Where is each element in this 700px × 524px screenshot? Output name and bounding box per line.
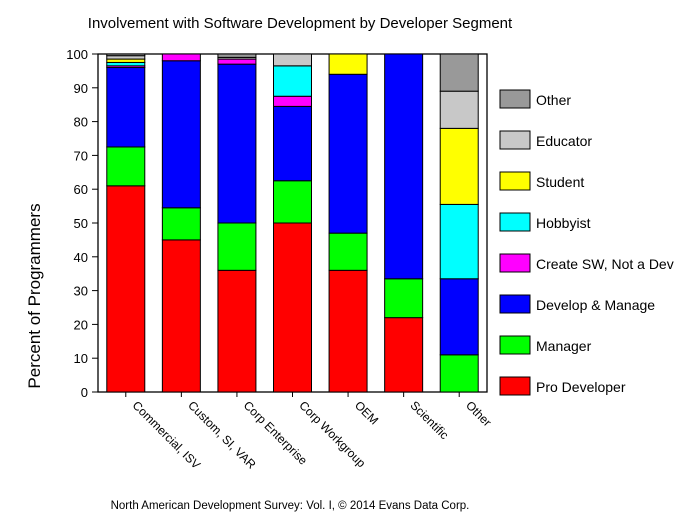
- bar-segment: [439, 90, 479, 129]
- bar-segment: [439, 53, 479, 92]
- legend-swatch: [499, 335, 531, 355]
- bar-segment: [439, 203, 479, 280]
- bar-segment: [328, 53, 368, 75]
- legend: Other Educator Student Hobbyist Create SW, N…: [499, 89, 674, 396]
- y-tick-label: 100: [66, 47, 88, 62]
- bar-segment: [439, 278, 479, 356]
- legend-swatch: [499, 253, 531, 273]
- x-tick-label: Other: [463, 398, 494, 429]
- bar-segment: [273, 65, 312, 97]
- legend-swatch: [499, 376, 531, 396]
- legend-label: Create SW, Not a Dev: [536, 256, 674, 272]
- y-tick-label: 0: [81, 385, 88, 400]
- bar-segment: [439, 354, 479, 393]
- chart-title: Involvement with Software Development by…: [88, 15, 513, 32]
- bar-segment: [161, 60, 201, 209]
- legend-label: Hobbyist: [536, 215, 591, 231]
- bar-segment: [273, 105, 312, 182]
- bar-segment: [273, 95, 312, 107]
- footnote: North American Development Survey: Vol. …: [111, 500, 470, 512]
- bar-segment: [106, 67, 146, 148]
- bar-segment: [106, 61, 146, 67]
- bar-segment: [439, 127, 479, 205]
- legend-swatch: [499, 294, 531, 314]
- y-tick-label: 80: [74, 115, 88, 130]
- y-tick-label: 40: [74, 250, 88, 265]
- y-tick-label: 90: [74, 81, 88, 96]
- bar-segment: [328, 269, 368, 393]
- bar-segment: [328, 73, 368, 234]
- y-tick-label: 50: [74, 216, 88, 231]
- legend-label: Manager: [536, 338, 592, 354]
- bar-segment: [384, 278, 424, 319]
- y-tick-label: 20: [74, 317, 88, 332]
- legend-label: Pro Developer: [536, 379, 626, 395]
- bar-segment: [217, 53, 257, 58]
- bar-segment: [273, 180, 312, 224]
- bar-segment: [161, 239, 201, 393]
- legend-swatch: [499, 212, 531, 232]
- legend-label: Student: [536, 174, 584, 190]
- bar-segment: [106, 53, 146, 57]
- y-tick-label: 30: [74, 284, 88, 299]
- x-tick-label: Scientific: [408, 398, 452, 442]
- bar-segment: [106, 185, 146, 393]
- legend-swatch: [499, 171, 531, 191]
- legend-label: Educator: [536, 133, 592, 149]
- y-axis-label: Percent of Programmers: [25, 203, 44, 388]
- bar-segment: [273, 53, 312, 67]
- bar-segment: [217, 58, 257, 65]
- bar-segment: [217, 269, 257, 393]
- y-tick-label: 70: [74, 148, 88, 163]
- bar-segment: [273, 222, 312, 393]
- bar-segment: [384, 53, 424, 280]
- y-tick-label: 10: [74, 351, 88, 366]
- legend-swatch: [499, 130, 531, 150]
- x-tick-label: OEM: [352, 398, 381, 427]
- bar-segment: [328, 232, 368, 271]
- bar-segment: [106, 146, 146, 187]
- legend-label: Other: [536, 92, 571, 108]
- bar-segment: [106, 55, 146, 60]
- bar-segment: [106, 58, 146, 63]
- bar-segment: [161, 207, 201, 241]
- bar-segment: [217, 63, 257, 224]
- legend-swatch: [499, 89, 531, 109]
- bar-segment: [384, 317, 424, 393]
- bar-segment: [161, 53, 201, 62]
- bar-segment: [217, 222, 257, 271]
- legend-label: Develop & Manage: [536, 297, 655, 313]
- y-tick-label: 60: [74, 182, 88, 197]
